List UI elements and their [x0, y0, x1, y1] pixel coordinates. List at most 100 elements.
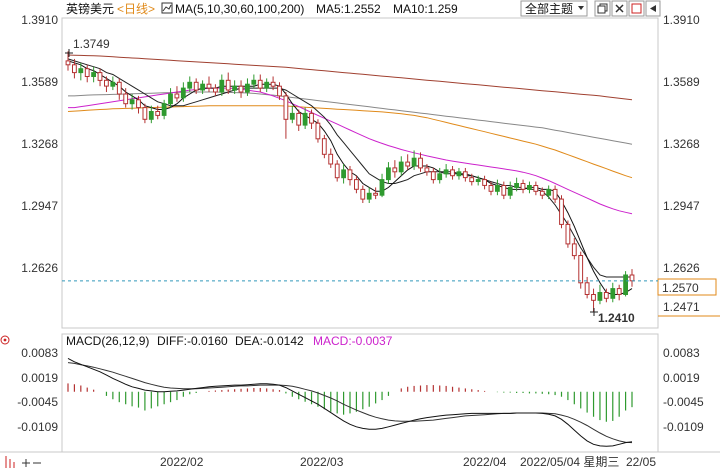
macd-right-tick-2: -0.0045: [663, 395, 704, 409]
candle-body: [72, 64, 77, 74]
candle-body: [552, 188, 558, 200]
candle-body: [283, 95, 289, 120]
right-tick-4: 1.2626: [663, 261, 700, 275]
left-price-axis: 1.3910 1.3589 1.3268 1.2947 1.2626: [21, 13, 58, 275]
candle-body: [309, 112, 314, 124]
candle-body: [366, 192, 372, 200]
svg-text:1.3749: 1.3749: [73, 37, 110, 51]
candle-body: [200, 83, 205, 91]
candle-body: [603, 292, 609, 299]
back-icon[interactable]: [645, 0, 661, 17]
candle-body: [321, 138, 327, 155]
macd-right-axis: 0.0083 0.0019 -0.0045 -0.0109: [663, 346, 704, 434]
candle-body: [245, 83, 250, 93]
restore-window-icon[interactable]: [594, 0, 611, 17]
candle-body: [520, 183, 526, 190]
candle-body: [65, 60, 71, 66]
theme-dropdown-button[interactable]: 全部主题: [520, 0, 588, 17]
candle-body: [168, 93, 173, 105]
candle-body: [123, 93, 129, 105]
candle-body: [78, 68, 84, 74]
candle-body: [629, 274, 635, 282]
candle-body: [443, 169, 449, 175]
period-label[interactable]: <日线>: [117, 2, 155, 16]
candle-body: [623, 274, 629, 295]
candle-body: [456, 171, 462, 177]
close-icon[interactable]: [611, 0, 628, 17]
left-tick-3: 1.2947: [21, 199, 58, 213]
maximize-icon[interactable]: [628, 0, 645, 17]
candle-body: [277, 85, 282, 97]
date-axis-icon[interactable]: [5, 456, 15, 468]
candle-body: [129, 99, 135, 105]
candle-body: [328, 153, 334, 165]
candle-body: [379, 179, 385, 196]
candle-body: [527, 185, 532, 190]
candle-body: [584, 282, 590, 295]
ma-config-icon[interactable]: [161, 2, 173, 14]
macd-diff-line: [67, 357, 633, 447]
candle-body: [193, 81, 199, 91]
candle-body: [238, 85, 244, 93]
candle-body: [142, 107, 148, 120]
candle-body: [501, 185, 507, 196]
candle-body: [578, 255, 584, 284]
ma-indicator-label: MA(5,10,30,60,100,200): [175, 2, 304, 16]
right-price-axis: 1.3910 1.3589 1.3268 1.2947 1.2626: [663, 13, 700, 275]
main-plot-frame: [61, 17, 659, 329]
right-tick-2: 1.3268: [663, 137, 700, 151]
crosshair-date-label: 2022/05/04 星期三: [520, 455, 619, 469]
ma30-line: [68, 87, 633, 215]
candle-body: [616, 288, 622, 295]
cut-time-label: 22/05: [626, 455, 656, 469]
candle-body: [482, 179, 488, 186]
candle-body: [462, 171, 468, 179]
candle-body: [411, 157, 417, 167]
candle-body: [424, 167, 430, 173]
candle-body: [232, 85, 237, 91]
candle-body: [495, 185, 500, 192]
right-tick-1: 1.3589: [663, 75, 700, 89]
candle-body: [559, 198, 564, 225]
candle-body: [373, 192, 379, 196]
candle-body: [136, 99, 141, 109]
high-annotation: 1.3749: [65, 37, 110, 57]
macd-left-axis: 0.0083 0.0019 -0.0045 -0.0109: [17, 346, 58, 434]
left-tick-4: 1.2626: [21, 261, 58, 275]
candle-body: [533, 185, 539, 192]
candle-body: [148, 111, 154, 120]
candle-body: [437, 173, 443, 181]
macd-right-tick-3: -0.0109: [663, 420, 704, 434]
time-label-2: 2022/04: [463, 455, 507, 469]
candle-body: [405, 161, 411, 167]
candle-body: [213, 87, 218, 93]
candle-body: [507, 186, 513, 196]
low-annotation: 1.2410: [590, 308, 635, 325]
candle-body: [187, 81, 193, 89]
candle-body: [110, 81, 116, 87]
candle-body: [347, 169, 353, 181]
macd-left-tick-1: 0.0019: [21, 371, 58, 385]
candle-body: [91, 72, 96, 77]
macd-settings-icon[interactable]: [0, 335, 10, 345]
time-label-1: 2022/03: [300, 455, 344, 469]
candle-body: [539, 190, 545, 196]
candle-body: [257, 79, 263, 89]
left-tick-2: 1.3268: [21, 137, 58, 151]
candle-body: [565, 223, 571, 245]
candle-body: [334, 163, 340, 179]
macd-right-tick-0: 0.0083: [663, 346, 700, 360]
candle-body: [264, 81, 270, 89]
right-tick-0: 1.3910: [663, 13, 700, 27]
candle-body: [97, 72, 103, 81]
candle-body: [84, 68, 90, 77]
ma10-value: MA10:1.259: [393, 2, 458, 16]
time-label-0: 2022/02: [160, 455, 204, 469]
candle-body: [289, 112, 295, 120]
zoom-icons[interactable]: [22, 459, 41, 467]
candle-body: [450, 169, 455, 177]
candle-body: [610, 288, 616, 299]
macd-left-tick-0: 0.0083: [21, 346, 58, 360]
macd-title: MACD(26,12,9): [66, 334, 149, 348]
